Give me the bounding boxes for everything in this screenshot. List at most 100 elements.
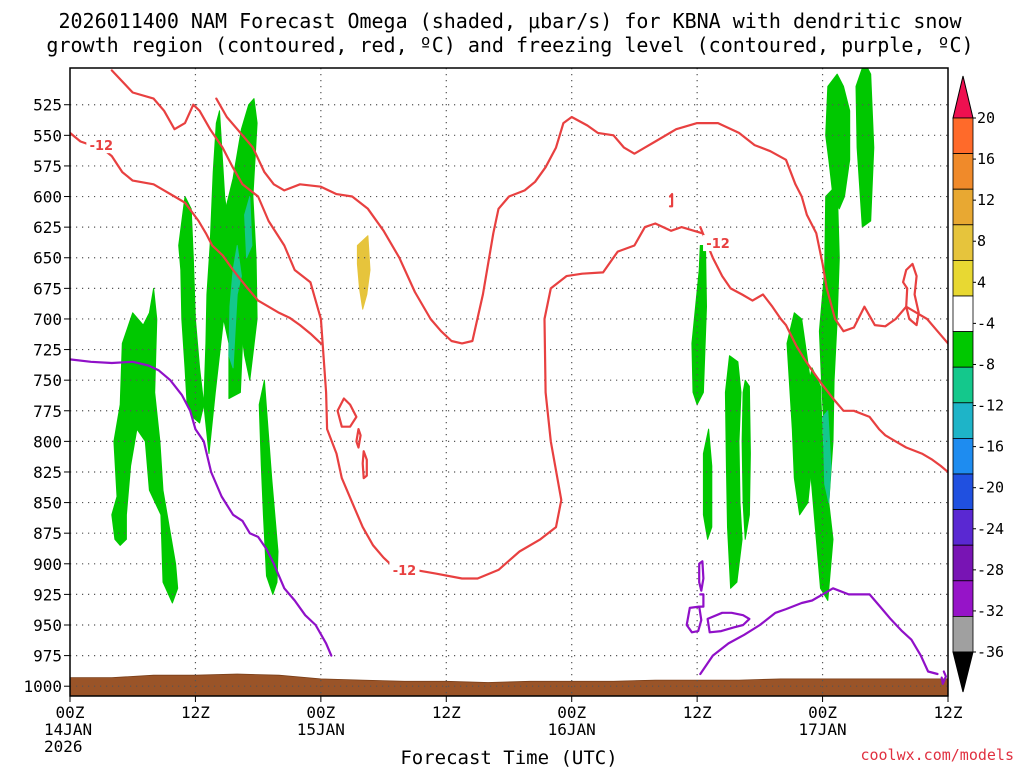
x-tick-label-0-2: 2026 xyxy=(44,737,83,756)
dgz-contour-8 xyxy=(668,193,674,208)
omega-area-0-13 xyxy=(855,68,875,228)
x-tick-label-3-0: 12Z xyxy=(432,703,461,722)
colorbar-box-10 xyxy=(952,473,974,510)
dgz-contour-3 xyxy=(699,226,948,474)
x-tick-label-1-0: 12Z xyxy=(181,703,210,722)
colorbar-label-4: 4 xyxy=(977,273,986,291)
dgz-label-bg-2 xyxy=(703,235,734,252)
colorbar-box-3 xyxy=(952,224,974,261)
colorbar-box-9 xyxy=(952,437,974,475)
y-tick-label-19: 1000 xyxy=(23,677,62,696)
terrain-layer xyxy=(70,673,948,696)
y-tick-label-13: 850 xyxy=(33,494,62,513)
y-tick-label-16: 925 xyxy=(33,585,62,604)
colorbar-box-13 xyxy=(952,580,974,617)
colorbar-label-0: 20 xyxy=(977,109,995,127)
y-tick-label-10: 775 xyxy=(33,402,62,421)
plot-area: -12 -12 -12 xyxy=(70,68,948,696)
dgz-label-0: -12 xyxy=(90,139,114,154)
y-tick-label-4: 625 xyxy=(33,218,62,237)
x-tick-label-0-0: 00Z xyxy=(56,703,85,722)
y-tick-label-0: 525 xyxy=(33,96,62,115)
colorbar-label-11: -28 xyxy=(977,561,1004,579)
y-tick-label-11: 800 xyxy=(33,432,62,451)
freezing-level-3 xyxy=(706,611,751,634)
colorbar-box-12 xyxy=(952,544,974,582)
colorbar-box-14 xyxy=(952,616,974,653)
colorbar-box-6 xyxy=(952,331,974,368)
omega-shading-layer xyxy=(111,68,875,604)
y-tick-label-1: 550 xyxy=(33,126,62,145)
y-tick-label-17: 950 xyxy=(33,616,62,635)
colorbar-box-1 xyxy=(952,153,974,190)
colorbar-label-7: -12 xyxy=(977,397,1004,415)
freezing-level-layer xyxy=(70,358,948,685)
omega-area-0-4 xyxy=(258,379,279,595)
omega-area-0-6 xyxy=(702,428,713,540)
dgz-label-bg-0 xyxy=(86,137,117,154)
colorbar-label-2: 12 xyxy=(977,191,995,209)
omega-area-1-1 xyxy=(244,196,253,259)
dgz-contour-layer xyxy=(70,69,948,580)
dgz-contour-6 xyxy=(355,428,362,449)
x-tick-label-2-1: 15JAN xyxy=(297,720,345,739)
y-axis: 525 550 575 600 625 650 675 700 725 750 775 800 825 8… xyxy=(23,96,70,696)
colorbar-label-3: 8 xyxy=(977,232,986,250)
colorbar-box-8 xyxy=(952,402,974,439)
chart-title-line1: 2026011400 NAM Forecast Omega (shaded, μ… xyxy=(58,9,962,33)
colorbar-box-11 xyxy=(952,509,974,546)
y-tick-label-3: 600 xyxy=(33,188,62,207)
freezing-level-2 xyxy=(685,605,703,634)
y-tick-label-8: 725 xyxy=(33,341,62,360)
dgz-contour-2 xyxy=(215,97,948,345)
colorbar-top-triangle xyxy=(952,75,974,119)
colorbar-label-5: -4 xyxy=(977,314,995,332)
omega-area-0-1 xyxy=(178,196,205,424)
colorbar-label-9: -20 xyxy=(977,479,1004,497)
omega-area-2-0 xyxy=(356,235,371,310)
y-tick-label-6: 675 xyxy=(33,279,62,298)
colorbar-box-0 xyxy=(952,117,974,154)
omega-area-0-7 xyxy=(724,355,743,589)
dgz-contour-1 xyxy=(70,131,322,345)
colorbar-label-13: -36 xyxy=(977,643,1004,661)
omega-area-0-12 xyxy=(825,73,851,210)
freezing-level-0 xyxy=(70,358,333,657)
y-tick-label-2: 575 xyxy=(33,157,62,176)
y-tick-label-14: 875 xyxy=(33,524,62,543)
omega-area-0-5 xyxy=(691,245,707,406)
y-tick-label-9: 750 xyxy=(33,371,62,390)
x-tick-label-5-0: 12Z xyxy=(683,703,712,722)
x-tick-label-6-1: 17JAN xyxy=(798,720,846,739)
x-axis-label: Forecast Time (UTC) xyxy=(400,747,617,768)
dgz-contour-4 xyxy=(901,262,920,327)
freezing-level-6 xyxy=(940,670,948,685)
dgz-label-bg-1 xyxy=(389,561,420,578)
terrain-ground xyxy=(70,673,948,696)
colorbar-box-5 xyxy=(952,295,974,332)
chart-title-line2: growth region (contoured, red, ºC) and f… xyxy=(46,33,973,57)
colorbar-label-10: -24 xyxy=(977,520,1004,538)
omega-area-0-8 xyxy=(741,379,751,540)
colorbar-label-1: 16 xyxy=(977,150,995,168)
dgz-label-layer: -12 -12 -12 xyxy=(86,137,734,579)
colorbar: 20 16 12 8 4 -4 -8 -12 -16 -20 -24 -28 -32 -36 xyxy=(952,75,1004,693)
x-tick-label-6-0: 00Z xyxy=(808,703,837,722)
dgz-contour-0 xyxy=(110,69,704,580)
dgz-contour-5 xyxy=(336,397,358,428)
omega-area-0-0 xyxy=(111,287,179,604)
freezing-level-5 xyxy=(699,593,705,608)
y-tick-label-7: 700 xyxy=(33,310,62,329)
colorbar-label-8: -16 xyxy=(977,438,1004,456)
colorbar-box-4 xyxy=(952,259,974,297)
dgz-label-2: -12 xyxy=(706,237,730,252)
x-tick-label-2-0: 00Z xyxy=(306,703,335,722)
omega-area-1-2 xyxy=(822,410,832,504)
y-tick-label-5: 650 xyxy=(33,249,62,268)
omega-area-0-10 xyxy=(806,367,834,601)
freezing-level-4 xyxy=(698,560,705,592)
dgz-label-1: -12 xyxy=(393,564,417,579)
y-tick-label-15: 900 xyxy=(33,555,62,574)
